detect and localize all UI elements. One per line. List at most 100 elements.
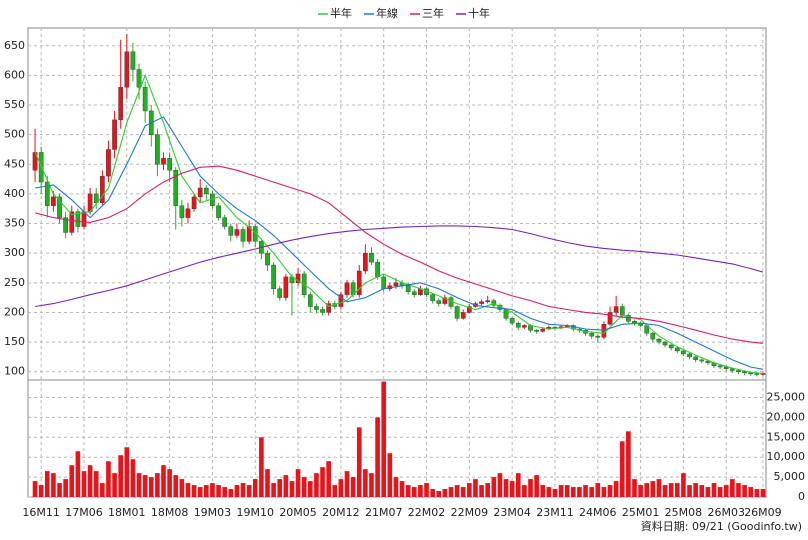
- volume-bar: [363, 469, 368, 497]
- y-tick-label: 250: [4, 276, 25, 289]
- x-tick-label: 26M09: [744, 506, 782, 519]
- candle-body: [509, 318, 515, 324]
- volume-bar: [381, 381, 387, 497]
- candle-body: [314, 306, 319, 310]
- volume-bar: [326, 461, 331, 497]
- candle-body: [503, 309, 509, 319]
- volume-bar: [112, 473, 117, 497]
- volume-bar: [509, 481, 515, 497]
- volume-bar: [277, 479, 283, 497]
- volume-bar: [271, 483, 276, 497]
- x-tick-label: 23M11: [536, 506, 574, 519]
- candle-body: [619, 306, 625, 316]
- candle-body: [197, 187, 203, 198]
- volume-bar: [723, 485, 729, 497]
- volume-bar: [356, 427, 362, 497]
- legend-label: 十年: [468, 6, 490, 20]
- volume-bar: [44, 471, 50, 497]
- volume-bar: [100, 483, 105, 497]
- y-tick-label: 200: [4, 305, 25, 318]
- volume-bar: [332, 485, 338, 497]
- volume-bar: [424, 483, 429, 497]
- volume-bar: [387, 453, 393, 497]
- candle-body: [442, 297, 448, 304]
- volume-bar: [259, 437, 264, 497]
- candle-body: [485, 300, 491, 302]
- x-tick-label: 17M06: [65, 506, 103, 519]
- candle-body: [173, 170, 179, 206]
- legend-label: 年線: [376, 6, 398, 20]
- candle-body: [167, 158, 172, 171]
- y-tick-label: 300: [4, 246, 25, 259]
- candle-body: [118, 87, 124, 121]
- candle-body: [436, 300, 442, 304]
- volume-bar: [564, 485, 570, 497]
- volume-bar: [301, 477, 307, 497]
- volume-bar: [130, 459, 136, 497]
- volume-bar: [485, 483, 491, 497]
- volume-bar: [405, 485, 411, 497]
- volume-bar: [662, 485, 668, 497]
- candle-body: [57, 196, 62, 218]
- ma-line: [35, 225, 764, 308]
- volume-bar: [650, 481, 656, 497]
- x-tick-label: 24M06: [579, 506, 617, 519]
- candle-body: [589, 332, 595, 337]
- volume-bar: [338, 479, 344, 497]
- volume-bar: [699, 485, 705, 497]
- x-tick-label: 18M08: [151, 506, 189, 519]
- volume-bar: [736, 483, 741, 497]
- candle-body: [479, 301, 484, 304]
- candle-body: [748, 372, 754, 375]
- candle-body: [75, 211, 81, 227]
- volume-bar: [222, 487, 227, 497]
- volume-bar: [479, 485, 484, 497]
- volume-bar: [534, 475, 539, 497]
- candle-body: [179, 205, 185, 218]
- volume-bar: [571, 487, 576, 497]
- y-tick-label: 600: [4, 68, 25, 81]
- candle-body: [595, 335, 601, 338]
- volume-bar: [307, 481, 313, 497]
- candle-body: [760, 373, 766, 375]
- candle-body: [754, 373, 760, 375]
- y2-tick-label: 0: [798, 490, 805, 503]
- x-tick-label: 25M01: [622, 506, 660, 519]
- volume-bar: [369, 473, 374, 497]
- volume-bar: [644, 483, 650, 497]
- volume-bar: [314, 473, 319, 497]
- candle-body: [375, 261, 380, 278]
- x-tick-label: 16M11: [22, 506, 60, 519]
- x-tick-label: 25M08: [665, 506, 703, 519]
- candle-body: [63, 217, 68, 233]
- candle-body: [723, 366, 729, 369]
- candle-body: [405, 285, 411, 292]
- candle-body: [142, 87, 148, 112]
- candle-body: [705, 360, 711, 364]
- candle-body: [252, 226, 258, 242]
- candle-body: [668, 344, 674, 349]
- candle-body: [681, 350, 686, 355]
- volume-bar: [69, 465, 75, 497]
- volume-bar: [240, 483, 246, 497]
- volume-bar: [626, 431, 631, 497]
- volume-bar: [228, 489, 234, 497]
- volume-bar: [607, 485, 613, 497]
- volume-bar: [246, 485, 252, 497]
- candle-body: [136, 69, 142, 88]
- candle-body: [51, 196, 56, 206]
- candle-body: [662, 341, 668, 346]
- candle-body: [693, 356, 698, 361]
- ma-line: [35, 116, 764, 370]
- candle-body: [240, 229, 246, 242]
- volume-bar: [687, 485, 692, 497]
- candle-body: [626, 315, 631, 322]
- volume-bar: [638, 485, 643, 497]
- candle-body: [393, 282, 399, 286]
- candle-body: [93, 193, 99, 204]
- volume-bar: [320, 467, 325, 497]
- volume-bar: [601, 487, 607, 497]
- volume-bar: [124, 447, 130, 497]
- candle-body: [155, 134, 160, 165]
